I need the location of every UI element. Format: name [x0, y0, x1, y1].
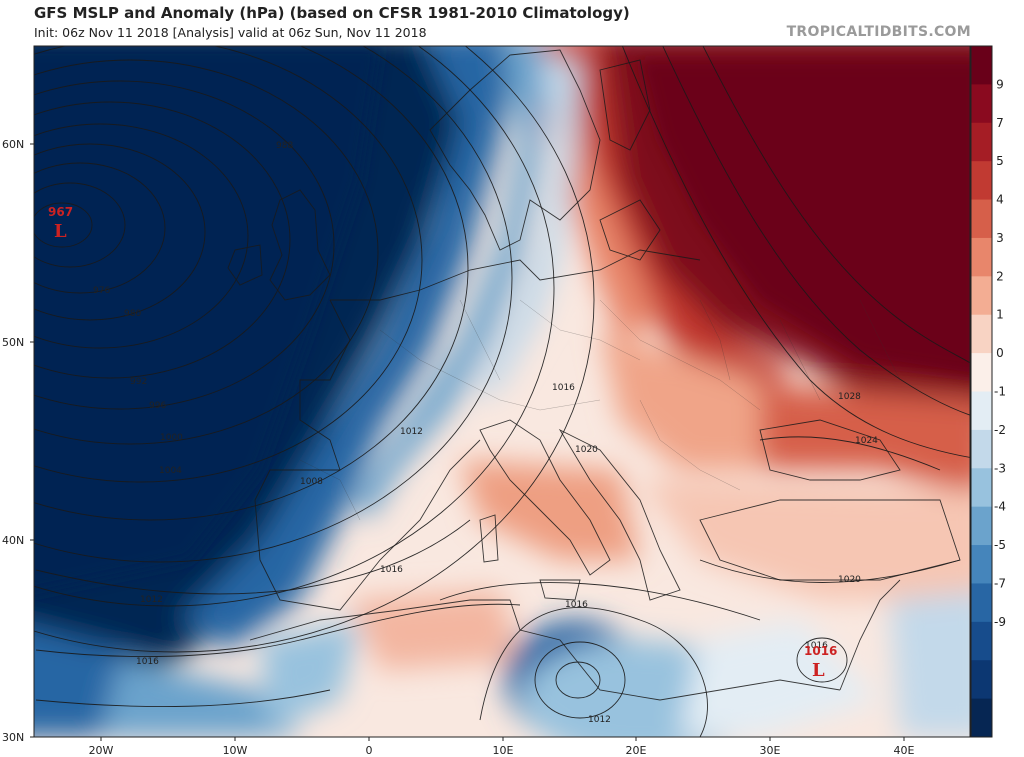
- isobar-label: 1000: [160, 433, 183, 443]
- isobar-label: 980: [124, 309, 141, 319]
- chart-title: GFS MSLP and Anomaly (hPa) (based on CFS…: [34, 4, 630, 22]
- isobar-label: 1016: [805, 641, 828, 651]
- colorbar-label: 3: [996, 231, 1004, 245]
- colorbar-swatch: [971, 237, 992, 277]
- isobar-label: 1024: [855, 436, 878, 446]
- isobars: [34, 46, 970, 737]
- colorbar-swatch: [971, 506, 992, 546]
- colorbar-swatch: [971, 314, 992, 354]
- isobar-label: 1020: [575, 445, 598, 455]
- colorbar-swatch: [971, 660, 992, 700]
- low-center-value: 1016: [804, 644, 837, 658]
- lon-label: 10E: [493, 744, 514, 757]
- low-center-value: 967: [48, 205, 73, 219]
- isobar-label: 1020: [838, 575, 861, 585]
- isobar-label: 1012: [140, 595, 163, 605]
- isobar-label: 1016: [136, 657, 159, 667]
- brand-watermark: TROPICALTIDBITS.COM: [786, 24, 971, 40]
- lat-label: 40N: [2, 534, 24, 547]
- colorbar-swatch: [971, 199, 992, 239]
- low-center-symbol: L: [812, 660, 825, 681]
- isobar-label: 976: [93, 286, 110, 296]
- colorbar-label: 2: [996, 269, 1004, 283]
- lon-axis: 20W 10W 0 10E 20E 30E 40E: [89, 737, 915, 757]
- isobar-label: 1016: [565, 600, 588, 610]
- colorbar-label: 9: [996, 77, 1004, 91]
- lat-label: 50N: [2, 336, 24, 349]
- colorbar-swatch: [971, 391, 992, 431]
- colorbar-swatch: [971, 84, 992, 124]
- isobar-label: 992: [130, 377, 147, 387]
- isobar-label: 988: [276, 141, 293, 151]
- lat-label: 30N: [2, 731, 24, 744]
- pressure-centers: 967 L 1016 L: [48, 205, 837, 681]
- lon-label: 20W: [89, 744, 114, 757]
- colorbar-label: 4: [996, 193, 1004, 207]
- colorbar-swatch: [971, 621, 992, 661]
- lon-label: 30E: [760, 744, 781, 757]
- lat-label: 60N: [2, 138, 24, 151]
- colorbar-label: -7: [994, 576, 1006, 590]
- isobar-label: 1008: [300, 477, 323, 487]
- colorbar-swatch: [971, 122, 992, 162]
- isobar-label: 1028: [838, 392, 861, 402]
- colorbar-swatch: [971, 698, 992, 738]
- isobar-label: 1012: [588, 715, 611, 725]
- colorbar-swatch: [971, 468, 992, 508]
- colorbar-label: 5: [996, 154, 1004, 168]
- chart-subtitle: Init: 06z Nov 11 2018 [Analysis] valid a…: [34, 25, 427, 40]
- isobar-label: 1004: [159, 466, 182, 476]
- colorbar-swatch: [971, 429, 992, 469]
- colorbar-label: 0: [996, 346, 1004, 360]
- map-field: 988 976 980 992 996 1000 1004 1008 1012 …: [34, 46, 970, 737]
- colorbar-label: -4: [994, 500, 1006, 514]
- isobar-labels: 988 976 980 992 996 1000 1004 1008 1012 …: [93, 141, 878, 725]
- isobar-label: 1016: [380, 565, 403, 575]
- colorbar-swatch: [971, 583, 992, 623]
- lon-label: 0: [366, 744, 373, 757]
- colorbar-label: -2: [994, 423, 1006, 437]
- isobar-label: 1012: [400, 427, 423, 437]
- colorbar-label: -3: [994, 461, 1006, 475]
- colorbar-label: 1: [996, 308, 1004, 322]
- colorbar-swatch: [971, 46, 992, 85]
- lon-label: 10W: [223, 744, 248, 757]
- colorbar-label: -1: [994, 385, 1006, 399]
- colorbar: [970, 45, 993, 738]
- colorbar-label: 7: [996, 116, 1004, 130]
- map-frame: [33, 45, 971, 738]
- lat-axis: 60N 50N 40N 30N: [2, 138, 34, 744]
- lon-label: 40E: [894, 744, 915, 757]
- colorbar-label: -5: [994, 538, 1006, 552]
- colorbar-swatch: [971, 353, 992, 392]
- isobar-label: 1016: [552, 383, 575, 393]
- isobar-label: 996: [149, 401, 166, 411]
- colorbar-swatch: [971, 545, 992, 584]
- lon-label: 20E: [626, 744, 647, 757]
- colorbar-swatch: [971, 276, 992, 316]
- colorbar-swatch: [971, 161, 992, 201]
- colorbar-label: -9: [994, 615, 1006, 629]
- colorbar-labels: 9 7 5 4 3 2 1 0 -1 -2 -3 -4 -5 -7 -9: [994, 77, 1006, 628]
- low-center-symbol: L: [54, 221, 67, 242]
